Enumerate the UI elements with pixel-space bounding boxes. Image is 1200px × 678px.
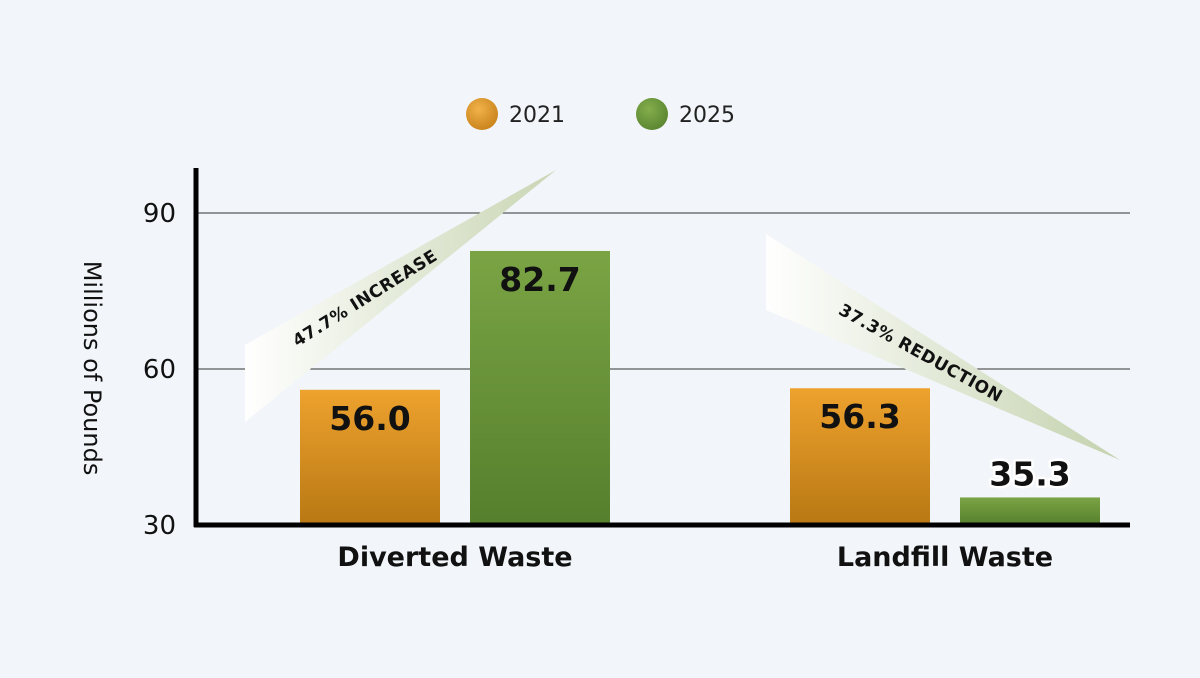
legend-swatch-2021 [466, 98, 498, 130]
annotations [245, 170, 1120, 460]
legend: 2021 2025 [466, 98, 735, 130]
annotation-diverted-waste: 47.7% INCREASE [289, 246, 441, 351]
reduction-wedge-landfill-waste [766, 234, 1120, 460]
bars [300, 250, 1100, 525]
legend-label-2025: 2025 [679, 103, 735, 128]
y-axis-title: Millions of Pounds [78, 261, 106, 476]
bar-2021-landfill-waste [790, 388, 930, 525]
y-tick-label-60: 60 [143, 355, 176, 385]
data-label-2025-diverted-waste: 82.7 [499, 260, 580, 299]
axes [193, 168, 1130, 528]
y-tick-label-30: 30 [143, 511, 176, 541]
data-label-2021-landfill-waste: 56.3 [819, 397, 900, 436]
data-label-2025-landfill-waste: 35.3 [989, 454, 1070, 493]
legend-label-2021: 2021 [509, 103, 565, 128]
y-tick-label-90: 90 [143, 199, 176, 229]
category-label-diverted-waste: Diverted Waste [337, 542, 572, 573]
increase-wedge-diverted-waste [245, 170, 556, 422]
category-label-landfill-waste: Landfill Waste [837, 542, 1053, 573]
legend-swatch-2025 [636, 98, 668, 130]
bar-2021-diverted-waste [300, 389, 440, 525]
bar-2025-landfill-waste [960, 497, 1100, 525]
bar-2025-diverted-waste [470, 250, 610, 525]
data-label-2021-diverted-waste: 56.0 [329, 399, 410, 438]
